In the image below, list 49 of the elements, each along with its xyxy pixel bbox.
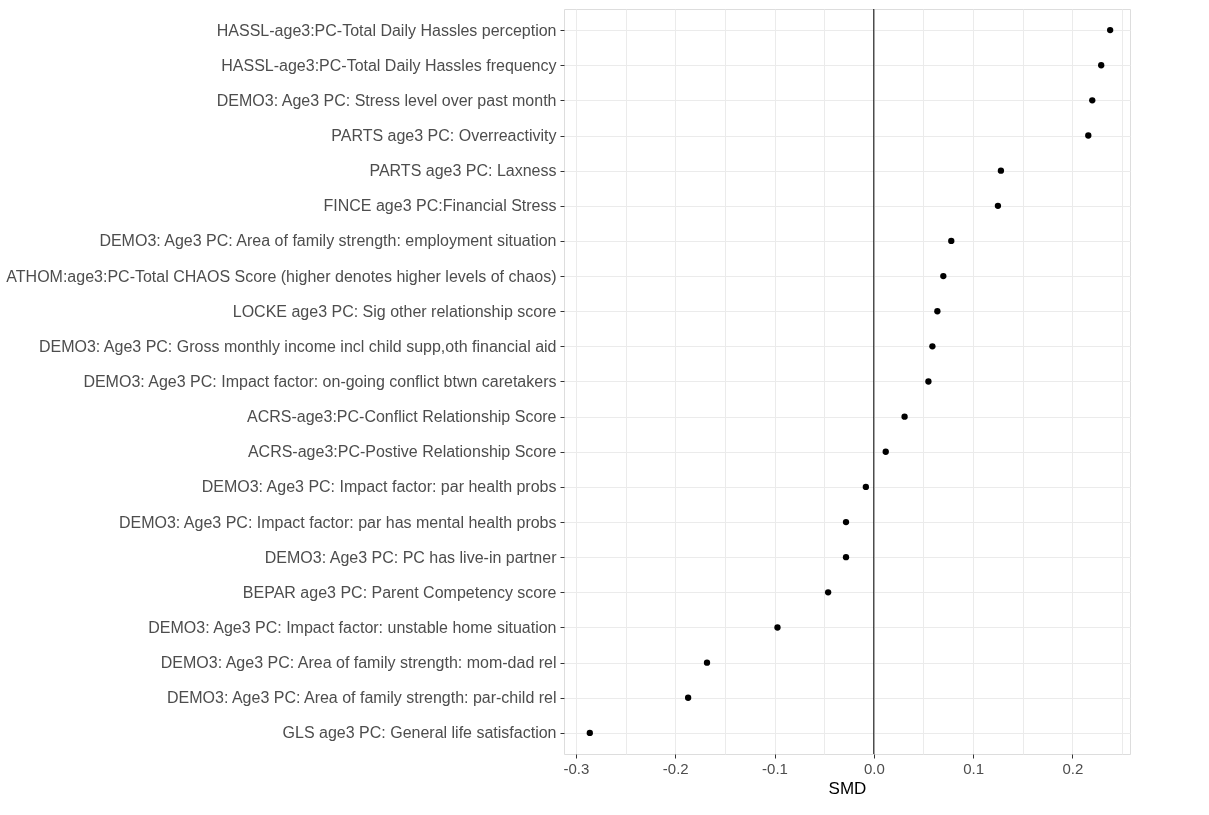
- y-tick-label: DEMO3: Age3 PC: Stress level over past month: [216, 91, 557, 109]
- y-tick-label: DEMO3: Age3 PC: Area of family strength: par-child rel: [167, 689, 557, 707]
- point: [862, 483, 870, 491]
- x-tick-label: 0.0: [863, 759, 885, 777]
- y-tick-label: DEMO3: Age3 PC: Impact factor: par health probs: [201, 478, 557, 496]
- point: [997, 167, 1005, 174]
- y-tick-label: HASSL-age3:PC-Total Daily Hassles perception: [216, 21, 557, 39]
- point: [901, 413, 908, 420]
- y-tick-label: DEMO3: Age3 PC: Impact factor: unstable home situation: [148, 618, 557, 636]
- point: [824, 589, 832, 596]
- y-tick-label: ACRS-age3:PC-Postive Relationship Score: [247, 443, 557, 461]
- y-tick-label: DEMO3: Age3 PC: Gross monthly income incl child supp,oth financial aid: [38, 337, 557, 355]
- point: [1085, 132, 1092, 139]
- point: [882, 448, 889, 455]
- x-tick-label: -0.1: [762, 759, 788, 777]
- point: [586, 729, 593, 737]
- x-axis-title: SMD: [828, 778, 867, 798]
- point: [703, 659, 711, 666]
- y-tick-label: DEMO3: Age3 PC: Impact factor: on-going conflict btwn caretakers: [83, 373, 557, 390]
- y-tick-label: DEMO3: Age3 PC: PC has live-in partner: [264, 548, 558, 566]
- x-tick-label: 0.1: [963, 759, 985, 777]
- point: [842, 518, 850, 526]
- y-tick-label: HASSL-age3:PC-Total Daily Hassles frequency: [221, 56, 557, 74]
- point: [684, 694, 692, 701]
- y-tick-label: DEMO3: Age3 PC: Impact factor: par has mental health probs: [118, 513, 557, 531]
- point: [774, 624, 781, 631]
- point: [1106, 26, 1114, 34]
- x-tick-label: -0.3: [563, 759, 590, 777]
- point: [842, 554, 850, 561]
- point: [1089, 97, 1096, 104]
- x-tick-label: -0.2: [662, 759, 689, 777]
- y-tick-label: PARTS age3 PC: Overreactivity: [331, 127, 557, 145]
- y-tick-label: FINCE age3 PC:Financial Stress: [323, 197, 557, 215]
- y-tick-label: GLS age3 PC: General life satisfaction: [282, 724, 557, 742]
- y-tick-label: ACRS-age3:PC-Conflict Relationship Score: [247, 408, 557, 426]
- y-tick-label: PARTS age3 PC: Laxness: [369, 162, 557, 180]
- point: [948, 237, 955, 245]
- point: [925, 378, 932, 385]
- x-tick-label: 0.2: [1062, 759, 1084, 777]
- point: [1098, 62, 1105, 69]
- y-tick-label: DEMO3: Age3 PC: Area of family strength: employment situation: [99, 232, 557, 250]
- y-tick-label: BEPAR age3 PC: Parent Competency score: [242, 583, 557, 601]
- y-tick-label: DEMO3: Age3 PC: Area of family strength: mom-dad rel: [160, 654, 557, 672]
- point: [929, 343, 936, 350]
- point: [934, 308, 941, 315]
- y-tick-label: ATHOM:age3:PC-Total CHAOS Score (higher denotes higher levels of chaos): [6, 267, 557, 285]
- y-tick-label: LOCKE age3 PC: Sig other relationship score: [232, 302, 557, 320]
- point: [940, 272, 947, 280]
- point: [994, 202, 1002, 209]
